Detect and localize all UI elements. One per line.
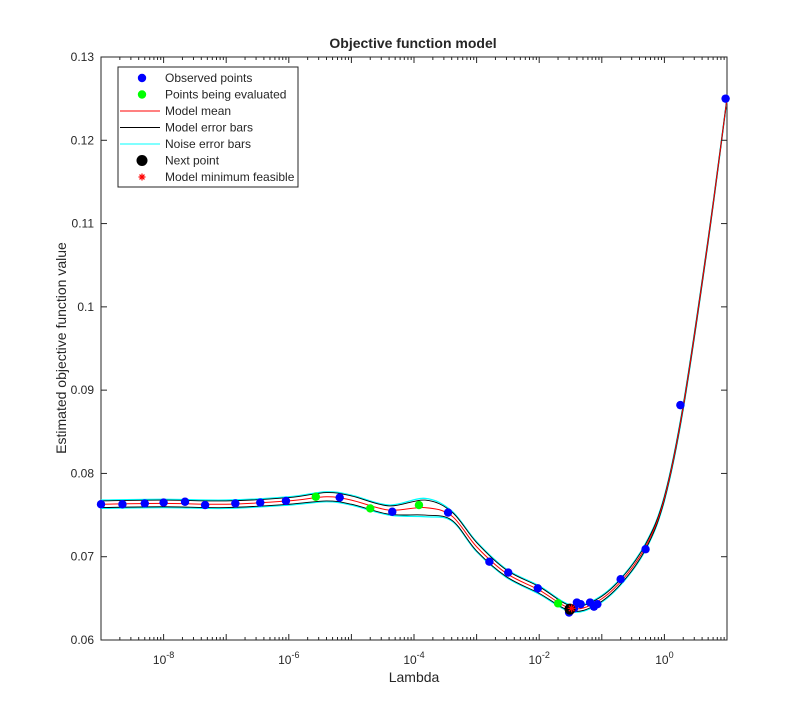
legend-label: Model error bars bbox=[165, 121, 253, 135]
legend-item: Observed points bbox=[137, 71, 252, 85]
legend: Observed points Points being evaluated Mod… bbox=[117, 66, 299, 188]
evaluated-point bbox=[311, 492, 321, 501]
evaluated-point bbox=[414, 500, 424, 510]
observed-point bbox=[118, 500, 127, 509]
observed-point bbox=[256, 498, 265, 507]
next-point bbox=[564, 603, 576, 615]
observed-point bbox=[593, 599, 602, 609]
legend-swatch bbox=[138, 173, 146, 181]
observed-point bbox=[200, 500, 210, 510]
observed-point bbox=[676, 400, 685, 410]
observed-point bbox=[231, 499, 240, 508]
evaluated-point bbox=[553, 599, 563, 608]
legend-swatch bbox=[136, 155, 148, 166]
x-tick-label: 10-2 bbox=[529, 650, 550, 667]
y-tick-label: 0.12 bbox=[71, 133, 95, 147]
evaluated-points bbox=[311, 492, 563, 608]
legend-label: Points being evaluated bbox=[165, 88, 286, 102]
legend-item: Next point bbox=[136, 154, 220, 168]
y-tick-label: 0.1 bbox=[77, 300, 94, 314]
observed-point bbox=[180, 497, 190, 506]
x-axis-label: Lambda bbox=[389, 669, 440, 685]
legend-swatch bbox=[137, 90, 147, 99]
observed-point bbox=[616, 575, 625, 584]
observed-point bbox=[641, 545, 650, 554]
observed-point bbox=[443, 508, 453, 517]
observed-point bbox=[576, 599, 585, 609]
x-axis-ticks: 10-8 10-6 10-4 10-2 100 bbox=[100, 57, 728, 667]
x-tick-label: 10-6 bbox=[278, 650, 299, 667]
observed-point bbox=[533, 584, 543, 593]
y-tick-label: 0.13 bbox=[71, 50, 95, 64]
legend-label: Next point bbox=[165, 154, 220, 168]
y-tick-label: 0.06 bbox=[71, 633, 95, 647]
legend-item: Points being evaluated bbox=[137, 88, 286, 102]
star-stroke bbox=[139, 174, 145, 180]
observed-point bbox=[96, 500, 106, 509]
observed-point bbox=[159, 498, 168, 507]
legend-label: Model mean bbox=[165, 104, 231, 118]
y-tick-label: 0.09 bbox=[71, 383, 95, 397]
legend-item: Model error bars bbox=[120, 121, 253, 135]
observed-point bbox=[335, 493, 344, 502]
legend-swatch bbox=[137, 73, 147, 83]
legend-item: Noise error bars bbox=[120, 137, 251, 151]
y-axis-label: Estimated objective function value bbox=[53, 242, 69, 454]
model-minimum-marker bbox=[567, 604, 576, 613]
observed-point bbox=[281, 496, 291, 506]
legend-item: Model mean bbox=[120, 104, 231, 118]
chart-title: Objective function model bbox=[329, 35, 496, 51]
legend-label: Observed points bbox=[165, 71, 252, 85]
x-tick-label: 10-8 bbox=[153, 650, 174, 667]
x-tick-label: 100 bbox=[655, 650, 673, 667]
legend-label: Model minimum feasible bbox=[165, 170, 295, 184]
next-point-marker bbox=[564, 603, 576, 615]
y-axis-ticks: 0.06 0.07 0.08 0.09 0.1 0.11 0.12 0.13 bbox=[71, 50, 727, 647]
observed-point bbox=[485, 557, 494, 566]
evaluated-point bbox=[366, 504, 375, 513]
star-stroke bbox=[568, 605, 575, 612]
legend-label: Noise error bars bbox=[165, 137, 251, 151]
observed-point bbox=[388, 507, 397, 516]
y-tick-label: 0.07 bbox=[71, 550, 95, 564]
model-minimum-point bbox=[567, 604, 576, 613]
observed-point bbox=[504, 568, 513, 577]
observed-point bbox=[140, 499, 149, 508]
legend-item: Model minimum feasible bbox=[138, 170, 295, 184]
x-tick-label: 10-4 bbox=[403, 650, 424, 667]
y-tick-label: 0.11 bbox=[72, 217, 95, 231]
y-tick-label: 0.08 bbox=[71, 466, 95, 480]
observed-point bbox=[721, 94, 730, 103]
